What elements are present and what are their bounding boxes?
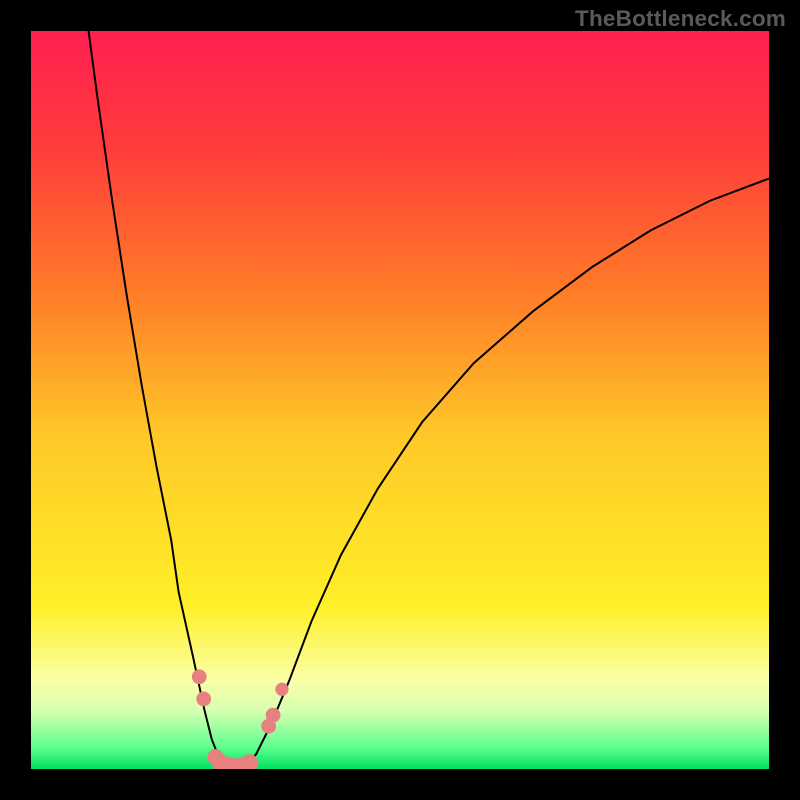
watermark-text: TheBottleneck.com — [575, 6, 786, 32]
marker-dot — [192, 669, 207, 684]
stage: TheBottleneck.com — [0, 0, 800, 800]
marker-dot — [266, 708, 281, 723]
chart-svg — [0, 0, 800, 800]
gradient-panel — [31, 31, 769, 769]
marker-dot — [241, 754, 259, 772]
marker-dot — [196, 692, 211, 707]
marker-dot — [275, 683, 288, 696]
